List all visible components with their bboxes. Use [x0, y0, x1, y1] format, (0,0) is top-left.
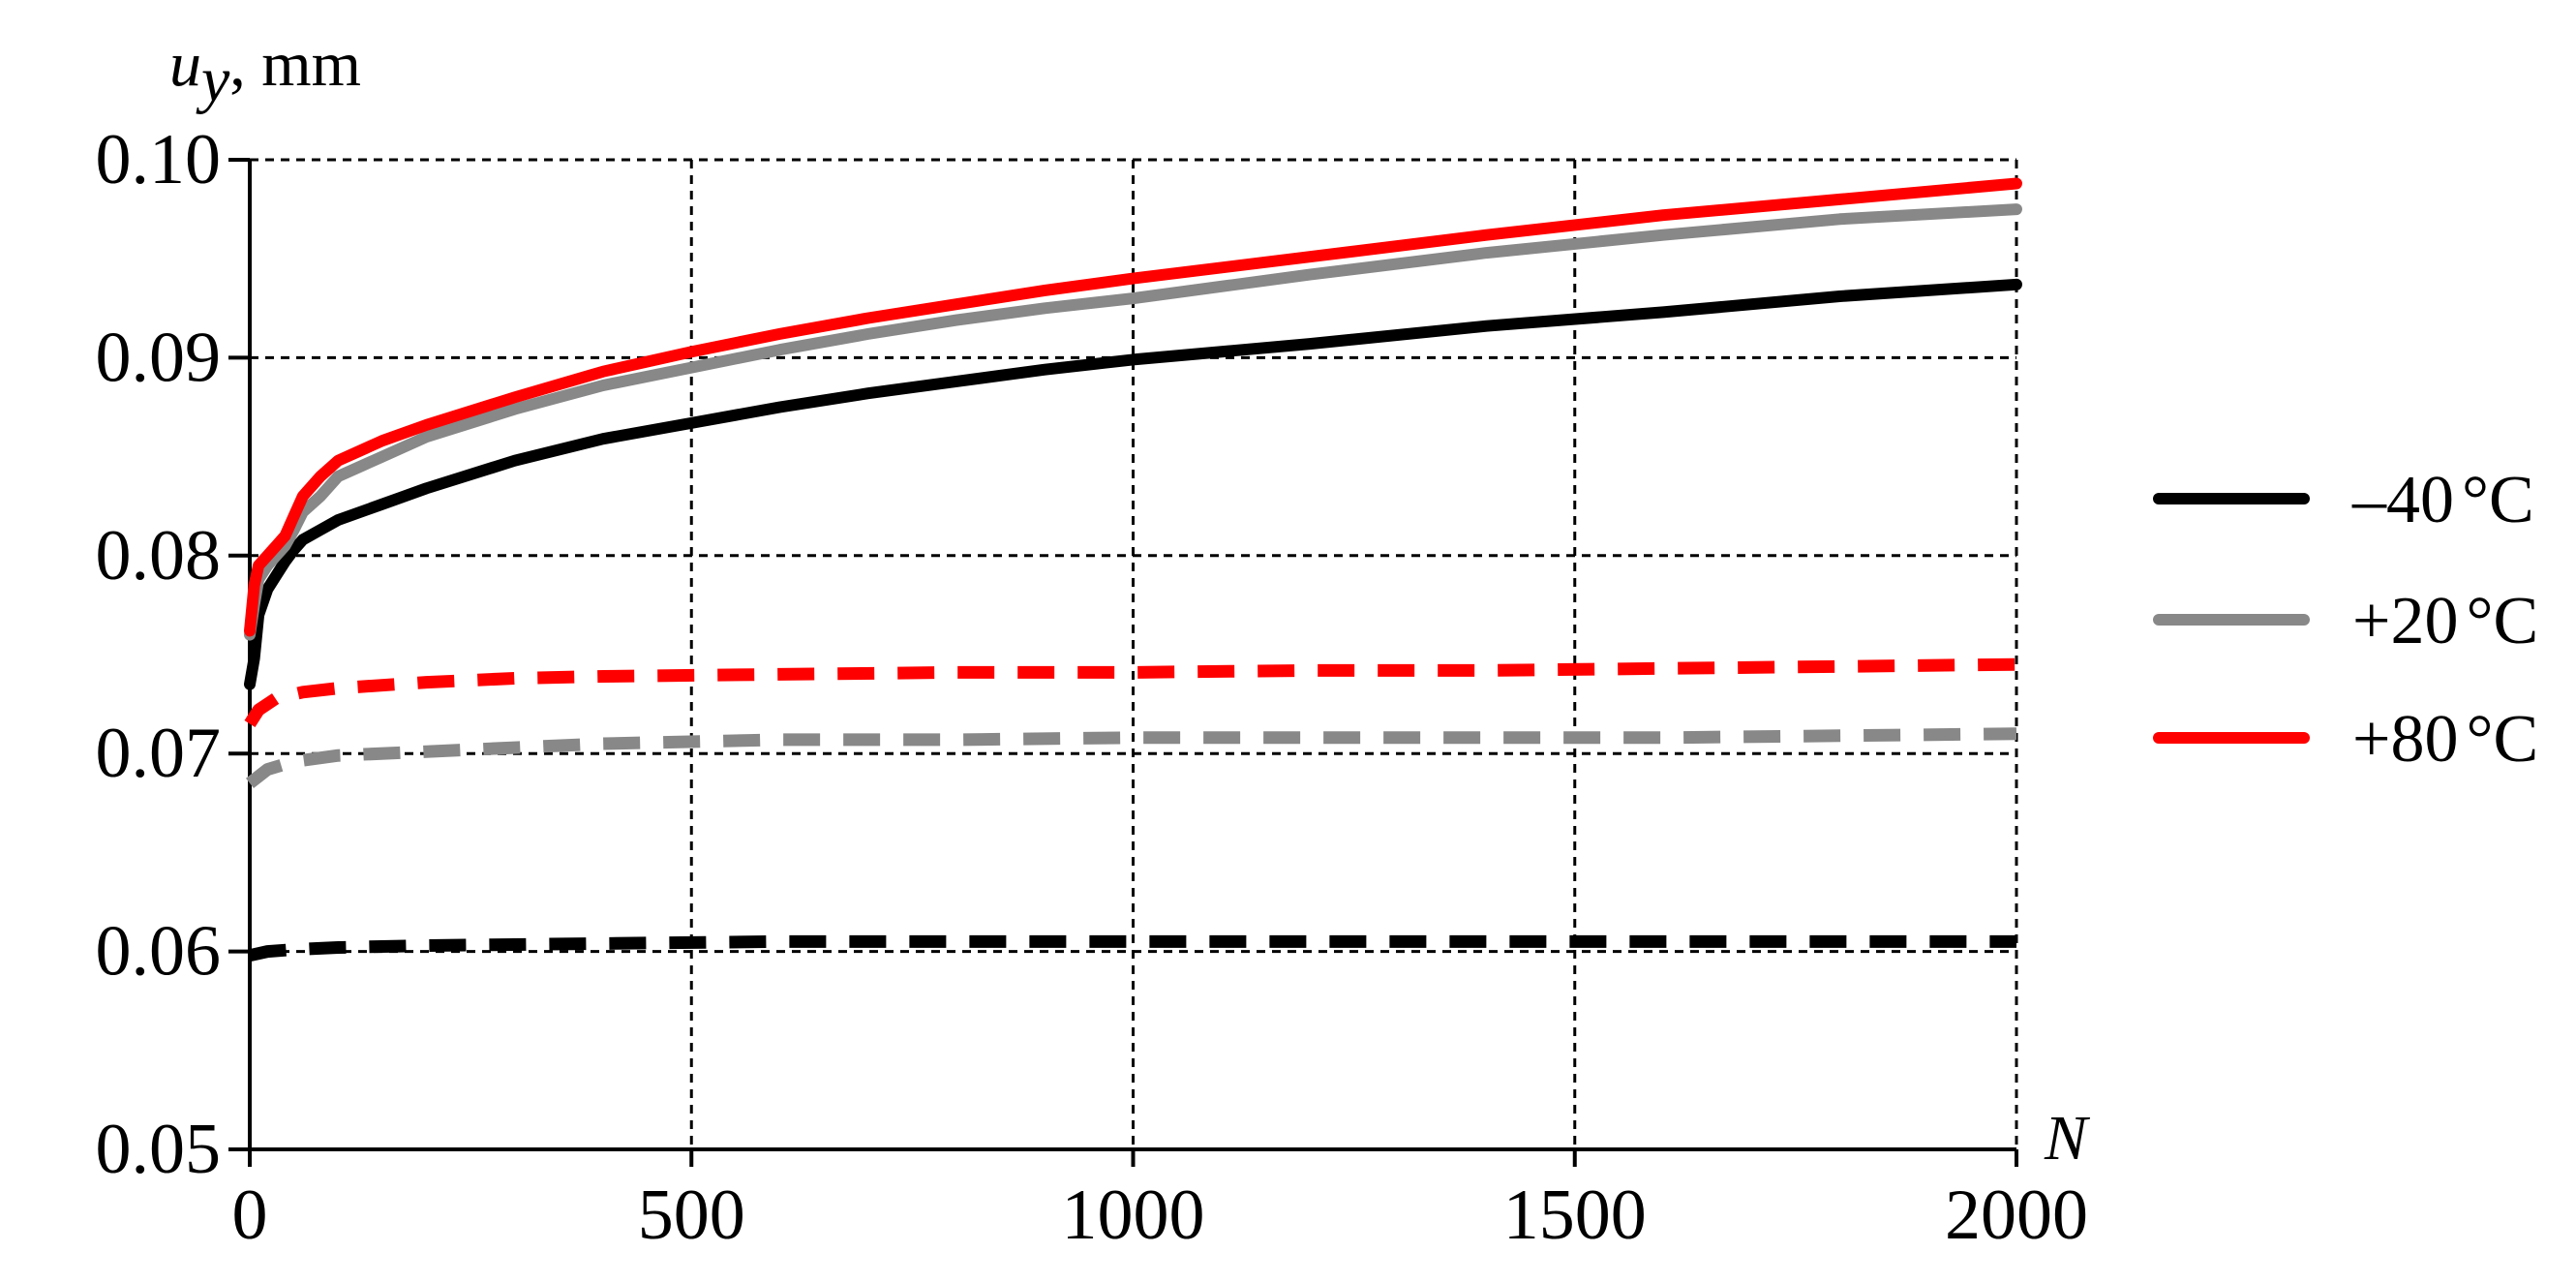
legend-label: –40 °C	[2351, 463, 2534, 537]
y-tick-label: 0.08	[96, 516, 222, 596]
y-axis-label: uy, mm	[169, 29, 361, 115]
y-axis-label-sub: y	[196, 45, 230, 115]
series-line-solid-0	[244, 278, 2022, 690]
series-line-dashed-3	[248, 934, 2016, 962]
tick-labels: 0.05 0.06 0.07 0.08 0.09 0.10 0 500 1000 1500 2000	[96, 120, 2089, 1255]
legend-label: +20 °C	[2352, 584, 2538, 658]
x-tick-label: 1500	[1503, 1176, 1647, 1255]
series-lines	[244, 177, 2022, 962]
legend-label: +80 °C	[2352, 702, 2538, 777]
series-line-dashed-4	[245, 727, 2017, 789]
y-tick-label: 0.10	[96, 120, 222, 199]
legend: –40 °C +20 °C +80 °C	[2153, 463, 2538, 777]
x-tick-label: 0	[232, 1176, 268, 1255]
x-tick-label: 500	[638, 1176, 745, 1255]
series-line-dashed-5	[244, 657, 2017, 727]
y-axis-label-main: u	[169, 29, 201, 100]
y-axis-label-unit: , mm	[229, 29, 361, 100]
x-tick-label: 2000	[1945, 1176, 2088, 1255]
y-tick-label: 0.09	[96, 318, 222, 397]
grid	[250, 158, 2018, 1149]
series-line-solid-2	[244, 177, 2022, 637]
x-axis-label: N	[2044, 1103, 2091, 1174]
y-tick-label: 0.07	[96, 714, 222, 793]
y-tick-label: 0.05	[96, 1110, 222, 1189]
series-line-solid-1	[244, 203, 2022, 641]
x-tick-label: 1000	[1062, 1176, 1205, 1255]
y-tick-label: 0.06	[96, 912, 222, 992]
